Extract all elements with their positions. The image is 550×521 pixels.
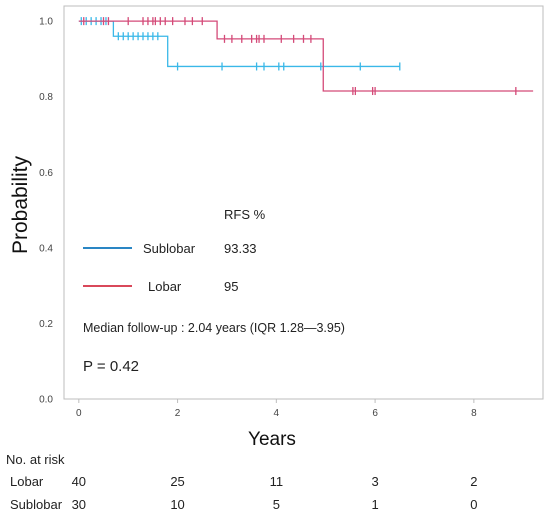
x-tick-label: 0 <box>76 408 82 419</box>
km-curve-lobar <box>78 20 534 92</box>
risk-table-header: No. at risk <box>6 452 65 467</box>
risk-row-label-lobar: Lobar <box>10 474 44 489</box>
risk-value-sublobar: 5 <box>273 497 280 512</box>
y-axis-title: Probability <box>9 155 32 254</box>
risk-value-lobar: 3 <box>371 474 378 489</box>
y-tick-label: 1.0 <box>39 17 53 28</box>
risk-value-sublobar: 10 <box>170 497 184 512</box>
x-tick-label: 6 <box>372 408 378 419</box>
legend-label-lobar: Lobar <box>148 279 182 294</box>
y-tick-label: 0.0 <box>39 395 53 406</box>
risk-value-lobar: 2 <box>470 474 477 489</box>
y-tick-label: 0.4 <box>39 243 53 254</box>
risk-table-values: 40 25 11 3 230 10 5 1 0 <box>72 474 478 512</box>
p-value-annotation: P = 0.42 <box>83 358 139 375</box>
x-tick-label: 4 <box>274 408 280 419</box>
y-tick-label: 0.2 <box>39 319 53 330</box>
legend-value-sublobar: 93.33 <box>224 241 257 256</box>
legend-header: RFS % <box>224 207 266 222</box>
followup-annotation: Median follow-up : 2.04 years (IQR 1.28—… <box>83 321 345 335</box>
risk-value-lobar: 11 <box>270 474 284 489</box>
risk-value-lobar: 40 <box>72 474 86 489</box>
y-tick-label: 0.8 <box>39 92 53 103</box>
x-axis-title: Years <box>248 429 296 450</box>
series-layer <box>78 17 534 96</box>
risk-value-lobar: 25 <box>170 474 184 489</box>
x-tick-label: 2 <box>175 408 181 419</box>
x-tick-label: 8 <box>471 408 477 419</box>
risk-row-label-sublobar: Sublobar <box>10 497 63 512</box>
plot-frame <box>63 5 544 400</box>
y-axis: 0.0 0.2 0.4 0.6 0.8 1.0 <box>39 17 53 406</box>
risk-value-sublobar: 0 <box>470 497 477 512</box>
legend-label-sublobar: Sublobar <box>143 241 196 256</box>
risk-value-sublobar: 30 <box>72 497 86 512</box>
risk-value-sublobar: 1 <box>371 497 378 512</box>
y-tick-label: 0.6 <box>39 168 53 179</box>
x-axis: 0 2 4 6 8 <box>76 399 477 419</box>
legend-value-lobar: 95 <box>224 279 238 294</box>
